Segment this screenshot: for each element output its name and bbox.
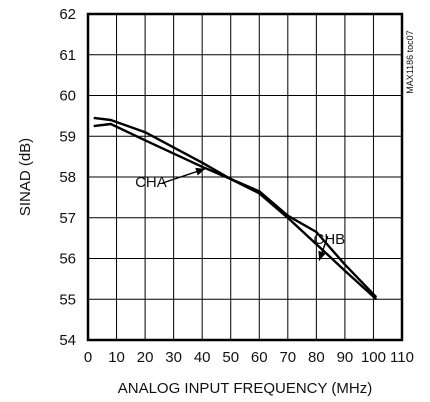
x-tick-label: 100 xyxy=(361,349,386,366)
x-tick-label: 50 xyxy=(222,349,239,366)
y-tick-label: 58 xyxy=(59,169,76,186)
y-tick-label: 60 xyxy=(59,88,76,105)
grid xyxy=(88,14,402,340)
x-axis-ticks: 0 10 20 30 40 50 60 70 80 90 100 110 xyxy=(84,349,414,366)
x-tick-label: 10 xyxy=(108,349,125,366)
y-axis-label: SINAD (dB) xyxy=(17,138,34,216)
y-tick-label: 57 xyxy=(59,210,76,227)
y-tick-label: 62 xyxy=(59,6,76,23)
plot-frame xyxy=(86,12,404,342)
annotations: CHA CHB xyxy=(135,167,346,261)
y-tick-label: 59 xyxy=(59,128,76,145)
annotation-cha: CHA xyxy=(135,174,167,191)
y-tick-label: 54 xyxy=(59,332,76,349)
y-tick-label: 61 xyxy=(59,47,76,64)
x-tick-label: 80 xyxy=(308,349,325,366)
x-tick-label: 0 xyxy=(84,349,92,366)
annotation-chb: CHB xyxy=(314,231,346,248)
x-tick-label: 20 xyxy=(137,349,154,366)
series-lines xyxy=(93,116,378,301)
y-axis-ticks: 54 55 56 57 58 59 60 61 62 xyxy=(59,6,76,349)
x-tick-label: 90 xyxy=(337,349,354,366)
series-line-chb xyxy=(93,116,378,299)
annotation-cha-arrow-head xyxy=(195,167,206,176)
x-tick-label: 40 xyxy=(194,349,211,366)
annotation-chb-arrow-head xyxy=(318,250,326,261)
x-tick-label: 60 xyxy=(251,349,268,366)
y-tick-label: 55 xyxy=(59,291,76,308)
x-tick-label: 70 xyxy=(279,349,296,366)
x-axis-label: ANALOG INPUT FREQUENCY (MHz) xyxy=(118,380,372,397)
y-tick-label: 56 xyxy=(59,251,76,268)
series-line-cha xyxy=(93,122,378,301)
x-tick-label: 110 xyxy=(390,349,414,366)
watermark: MAX1186 toc07 xyxy=(405,30,415,93)
x-tick-label: 30 xyxy=(165,349,182,366)
